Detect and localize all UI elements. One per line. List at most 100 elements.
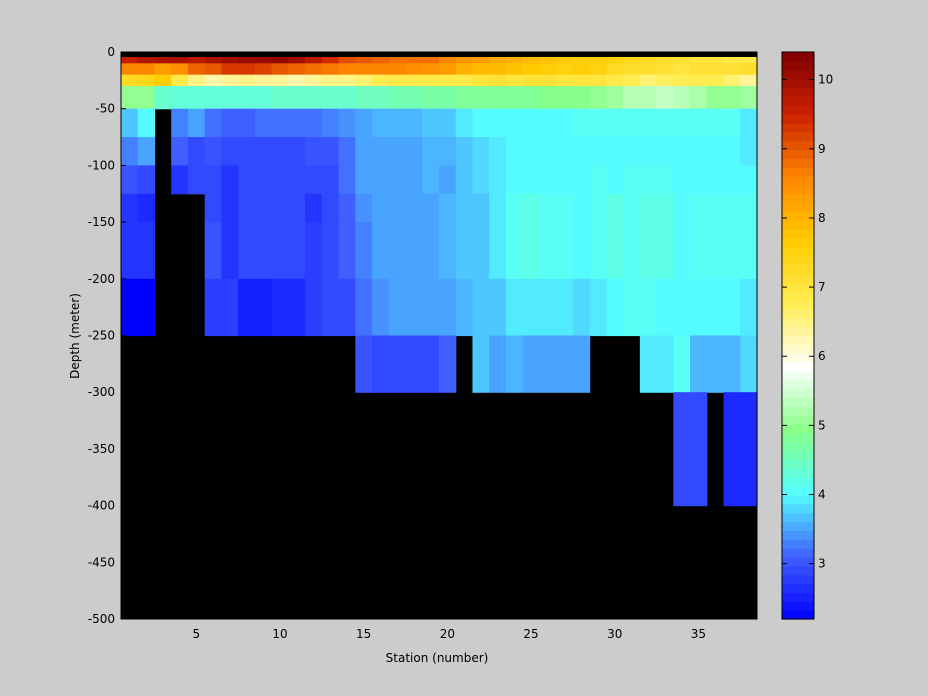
colorbar-band: [782, 140, 814, 151]
heatmap-cell: [539, 74, 557, 87]
heatmap-cell: [422, 86, 440, 110]
heatmap-cell: [338, 165, 356, 195]
heatmap-cell: [639, 193, 658, 223]
heatmap-cell: [254, 86, 273, 110]
heatmap-cell: [121, 193, 139, 223]
heatmap-cell: [589, 165, 607, 195]
heatmap-cell: [572, 222, 591, 280]
heatmap-cell: [405, 137, 423, 166]
heatmap-cell: [137, 86, 156, 110]
heatmap-cell: [321, 63, 340, 76]
heatmap-cell: [221, 165, 239, 195]
heatmap-cell: [589, 86, 607, 110]
heatmap-cell: [656, 278, 674, 337]
colorbar-band: [782, 246, 814, 257]
colorbar-tick-label: 7: [818, 280, 826, 294]
heatmap-cell: [271, 278, 289, 337]
heatmap-cell: [589, 52, 607, 64]
heatmap-cell: [740, 52, 758, 64]
heatmap-cell: [522, 86, 541, 110]
heatmap-cell: [422, 108, 440, 138]
heatmap-cell: [656, 63, 674, 76]
heatmap-cell: [623, 52, 641, 64]
y-tick-label: -350: [88, 442, 115, 456]
heatmap-cell: [455, 165, 474, 195]
heatmap-cell: [355, 108, 373, 138]
heatmap-cells: [121, 52, 758, 507]
colorbar-band: [782, 149, 814, 159]
heatmap-cell: [388, 278, 407, 337]
heatmap-cell: [422, 222, 440, 280]
heatmap-cell: [171, 108, 189, 138]
heatmap-cell: [639, 52, 658, 64]
heatmap-cell: [673, 193, 691, 223]
heatmap-cell: [121, 63, 139, 76]
heatmap-cell: [221, 222, 239, 280]
heatmap-cell: [305, 165, 323, 195]
heatmap-cell: [439, 74, 457, 87]
heatmap-cell: [522, 108, 541, 138]
heatmap-cell: [539, 137, 557, 166]
heatmap-cell: [589, 63, 607, 76]
colorbar-band: [782, 415, 814, 425]
heatmap-cell: [121, 137, 139, 166]
heatmap-cell: [505, 193, 524, 223]
heatmap-cell: [288, 222, 306, 280]
heatmap-cell: [355, 86, 373, 110]
heatmap-cell: [288, 165, 306, 195]
heatmap-cell: [288, 193, 306, 223]
heatmap-cell: [740, 392, 758, 507]
colorbar-band: [782, 122, 814, 133]
heatmap-cell: [238, 74, 256, 87]
heatmap-cell: [439, 63, 457, 76]
heatmap-cell: [623, 86, 641, 110]
heatmap-cell: [556, 74, 574, 87]
colorbar-band: [782, 406, 814, 416]
y-axis: 0 -50 -100 -150 -200 -250 -300 -350 -400 -450 -500: [88, 45, 126, 626]
heatmap-cell: [271, 52, 289, 64]
heatmap-cell: [405, 335, 423, 393]
heatmap-cell: [121, 165, 139, 195]
heatmap-cell: [489, 193, 507, 223]
y-tick-label: 0: [107, 45, 115, 59]
colorbar-tick-label: 9: [818, 142, 826, 156]
heatmap-cell: [556, 278, 574, 337]
heatmap-cell: [422, 165, 440, 195]
heatmap-cell: [171, 86, 189, 110]
heatmap-cell: [639, 278, 658, 337]
heatmap-cell: [656, 335, 674, 393]
heatmap-cell: [288, 63, 306, 76]
colorbar-band: [782, 273, 814, 283]
heatmap-cell: [455, 108, 474, 138]
heatmap-cell: [505, 86, 524, 110]
colorbar-tick-label: 6: [818, 349, 826, 363]
heatmap-cell: [305, 137, 323, 166]
heatmap-cell: [204, 86, 223, 110]
heatmap-cell: [639, 165, 658, 195]
heatmap-cell: [221, 193, 239, 223]
colorbar-band: [782, 610, 814, 620]
heatmap-cell: [171, 74, 189, 87]
heatmap-cell: [505, 108, 524, 138]
heatmap-cell: [305, 108, 323, 138]
heatmap-cell: [455, 52, 474, 64]
heatmap-cell: [706, 86, 725, 110]
heatmap-cell: [305, 74, 323, 87]
colorbar-band: [782, 539, 814, 549]
heatmap-cell: [372, 63, 390, 76]
heatmap-cell: [355, 137, 373, 166]
heatmap-cell: [405, 165, 423, 195]
heatmap-cell: [455, 63, 474, 76]
heatmap-cell: [690, 137, 708, 166]
y-tick-label: -200: [88, 272, 115, 286]
heatmap-cell: [321, 108, 340, 138]
heatmap-cell: [338, 278, 356, 337]
heatmap-cell: [171, 137, 189, 166]
colorbar-bands: [782, 52, 814, 620]
colorbar-band: [782, 69, 814, 80]
heatmap-cell: [706, 63, 725, 76]
heatmap-cell: [606, 222, 624, 280]
x-tick-label: 10: [272, 627, 287, 641]
heatmap-cell: [238, 222, 256, 280]
heatmap-cell: [673, 392, 691, 507]
